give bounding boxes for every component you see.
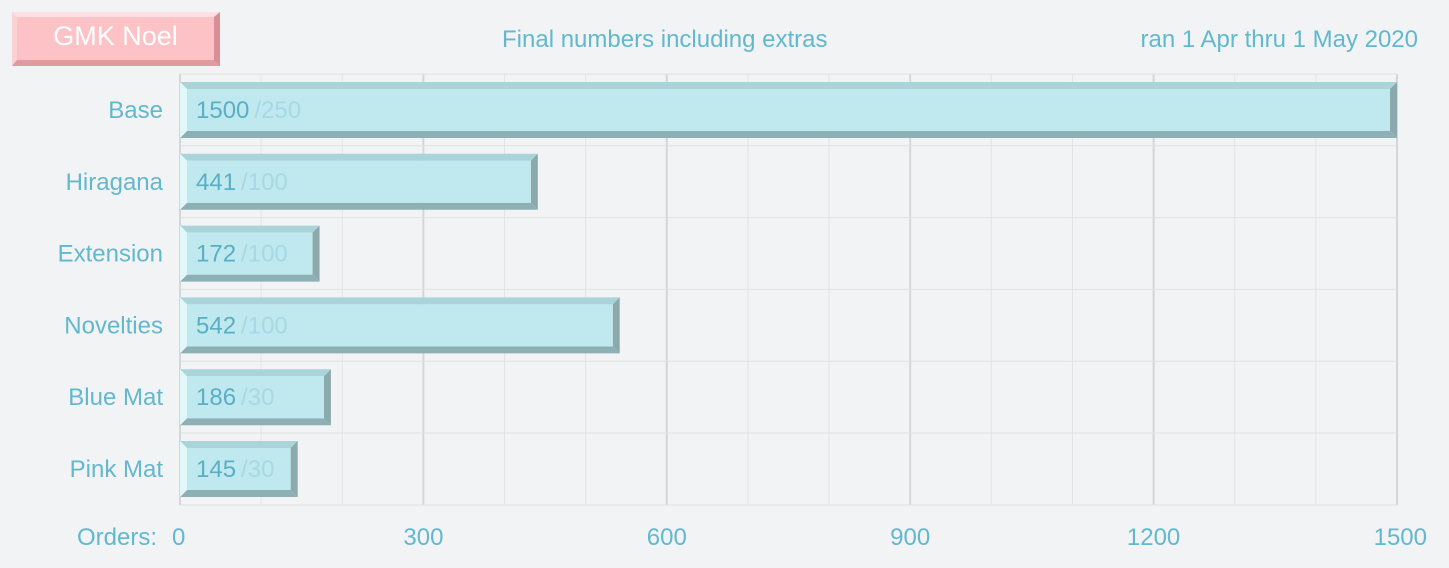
bar-bevel-bottom [180,202,538,210]
data-label-value: 441 [196,169,236,196]
bar-bevel-right [323,369,331,426]
bar-bevel-bottom [180,346,620,354]
category-label: Novelties [64,312,163,339]
bar-bevel-left [180,369,187,426]
bar [187,304,613,347]
data-label-value: 186 [196,384,236,411]
bar-group: 186/30 [180,369,331,426]
bar [187,160,531,203]
bar-bevel-right [612,297,620,354]
chart-grid [179,73,1398,506]
data-label-value: 172 [196,241,236,268]
x-tick-label: 1500 [1374,524,1427,551]
bar-group: 441/100 [180,153,538,210]
data-label: 186/30 [196,384,274,411]
x-tick-label: 1200 [1127,524,1180,551]
bar-bevel-top [180,369,331,377]
data-label: 172/100 [196,241,288,268]
set-name-badge: GMK Noel [12,12,220,66]
data-label-value: 1500 [196,97,249,124]
data-label-value: 542 [196,312,236,339]
x-tick-label: 0 [172,524,185,551]
category-label: Hiragana [66,169,164,196]
bar-bevel-bottom [180,490,298,497]
data-label: 542/100 [196,312,288,339]
x-axis: Orders: 0 300 600 900 1200 1500 [77,524,1427,551]
bar-group: 1500/250 [180,82,1397,138]
chart-subtitle: Final numbers including extras [502,26,828,53]
data-label-minimum: /100 [241,241,288,268]
data-label-minimum: /30 [241,456,274,483]
x-axis-label: Orders: [77,524,157,551]
bar-bevel-top [180,82,1397,89]
bar-bevel-left [180,82,187,138]
bar-bevel-top [180,225,320,233]
x-tick-label: 900 [890,524,930,551]
date-range: ran 1 Apr thru 1 May 2020 [1140,26,1419,53]
bar-bevel-left [180,441,187,497]
bar-bevel-right [1390,82,1397,138]
data-label-minimum: /30 [241,384,274,411]
bar [187,448,291,490]
data-label: 1500/250 [196,97,301,124]
category-label: Pink Mat [70,456,164,483]
data-label-minimum: /100 [241,312,288,339]
data-label: 145/30 [196,456,274,483]
bar-bevel-left [180,225,187,282]
chart-bars: 1500/250 Base 441/100 Hiragana 172/100 Extens… [58,82,1397,497]
bar-group: 172/100 [180,225,320,282]
data-label-value: 145 [196,456,236,483]
category-label: Extension [58,241,163,268]
bar-bevel-right [290,441,298,497]
x-tick-label: 600 [647,524,687,551]
category-label: Base [108,97,163,124]
bar-bevel-top [180,441,298,448]
bar-bevel-bottom [180,131,1397,138]
data-label-minimum: /250 [254,97,301,124]
bar-bevel-bottom [180,274,320,282]
bar-bevel-left [180,297,187,354]
bar-bevel-right [312,225,320,282]
bar-bevel-bottom [180,418,331,426]
bar-bevel-top [180,297,620,305]
bar [187,376,324,419]
bar [187,89,1390,131]
bar-bevel-left [180,153,187,210]
bar-group: 145/30 [180,441,298,497]
category-label: Blue Mat [68,384,163,411]
bar [187,232,313,275]
bar-group: 542/100 [180,297,620,354]
data-label: 441/100 [196,169,288,196]
bar-bevel-right [530,153,538,210]
bar-bevel-top [180,153,538,161]
x-tick-label: 300 [403,524,443,551]
data-label-minimum: /100 [241,169,288,196]
